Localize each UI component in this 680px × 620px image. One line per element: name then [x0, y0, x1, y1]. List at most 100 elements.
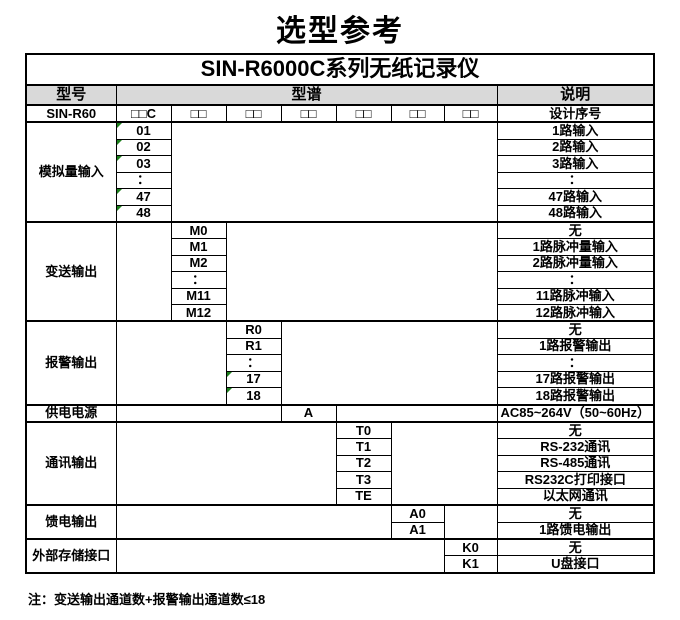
section-label: 通讯输出	[25, 421, 117, 506]
description-cell: RS232C打印接口	[496, 471, 655, 489]
code-cell: M11	[170, 287, 227, 306]
table-row: T1 RS-232通讯	[26, 438, 655, 456]
void-cell	[115, 320, 227, 406]
section-label: 供电电源	[25, 403, 117, 423]
table-row: M11 11路脉冲输入	[26, 287, 655, 306]
code-cell: K1	[443, 555, 498, 574]
table-row: 外部存储接口 K0 无	[25, 538, 655, 574]
code-cell: 47	[115, 188, 172, 206]
void-cell	[115, 538, 445, 574]
void-cell	[115, 504, 392, 540]
description-cell: RS-485通讯	[496, 454, 655, 473]
void-cell	[170, 121, 498, 223]
description-cell: 无	[496, 320, 655, 339]
table-title: SIN-R6000C系列无纸记录仪	[25, 53, 655, 86]
code-cell: R1	[225, 337, 282, 356]
code-cell: R0	[225, 320, 282, 339]
code-cell: K0	[443, 538, 498, 557]
table-row: 48 48路输入	[26, 204, 655, 223]
code-cell: TE	[335, 487, 392, 506]
description-cell: 12路脉冲输入	[496, 304, 655, 322]
table-row: M12 12路脉冲输入	[26, 304, 655, 322]
description-cell: 无	[496, 220, 655, 240]
table-row: T3 RS232C打印接口	[26, 471, 655, 489]
code-cell: 01	[115, 121, 172, 140]
table-row: 变送输出 M0 无	[25, 220, 655, 322]
description-cell: ：	[496, 354, 655, 372]
table-row: T2 RS-485通讯	[26, 454, 655, 473]
code-cell: ：	[115, 171, 172, 190]
void-cell	[115, 220, 172, 322]
table-row: M2 2路脉冲量输入	[26, 254, 655, 273]
section-label: 模拟量输入	[25, 121, 117, 223]
table-row: 供电电源 A AC85~264V（50~60Hz）	[25, 403, 655, 423]
description-cell: 11路脉冲输入	[496, 287, 655, 306]
column-header-description: 说明	[496, 84, 655, 106]
code-cell: T0	[335, 421, 392, 440]
spectrum-slot-cell: □□	[443, 104, 498, 123]
table-row: 报警输出 R0 无	[25, 320, 655, 406]
table-header-row: 型号 型谱 说明	[25, 84, 655, 106]
code-cell: 48	[115, 204, 172, 223]
void-cell	[115, 421, 337, 506]
description-cell: 1路脉冲量输入	[496, 238, 655, 256]
description-cell: 以太网通讯	[496, 487, 655, 506]
description-cell: 1路报警输出	[496, 337, 655, 356]
description-cell: 无	[496, 538, 655, 557]
void-cell	[115, 403, 282, 423]
selection-table: SIN-R6000C系列无纸记录仪 型号 型谱 说明 SIN-R60 □□C □…	[25, 53, 656, 574]
table-row: 馈电输出 A0 无	[25, 504, 655, 540]
void-cell	[225, 220, 498, 322]
spectrum-slot-cell: □□	[170, 104, 227, 123]
description-cell: 设计序号	[496, 104, 655, 123]
void-cell	[390, 421, 498, 506]
base-model-row: SIN-R60 □□C □□ □□ □□ □□ □□ □□ 设计序号	[25, 104, 655, 123]
description-cell: U盘接口	[496, 555, 655, 574]
model-base-cell: SIN-R60	[25, 104, 117, 123]
section-label: 报警输出	[25, 320, 117, 406]
table-row: 18 18路报警输出	[26, 387, 655, 406]
description-cell: 47路输入	[496, 188, 655, 206]
void-cell	[280, 320, 498, 406]
description-cell: 1路馈电输出	[496, 521, 655, 540]
description-cell: RS-232通讯	[496, 438, 655, 456]
table-row: 模拟量输入 01 1路输入	[25, 121, 655, 223]
table-row: 通讯输出 T0 无	[25, 421, 655, 506]
footnote: 注：变送输出通道数+报警输出通道数≤18	[28, 592, 266, 607]
description-cell: 48路输入	[496, 204, 655, 223]
spectrum-slot-cell: □□C	[115, 104, 172, 123]
table-title-row: SIN-R6000C系列无纸记录仪	[25, 53, 655, 86]
spectrum-slot-cell: □□	[335, 104, 392, 123]
spectrum-slot-cell: □□	[280, 104, 337, 123]
code-cell: M2	[170, 254, 227, 273]
code-cell: A	[280, 403, 337, 423]
code-cell: A0	[390, 504, 445, 523]
spectrum-slot-cell: □□	[390, 104, 445, 123]
code-cell: ：	[170, 271, 227, 289]
description-cell: 17路报警输出	[496, 370, 655, 389]
code-cell: M1	[170, 238, 227, 256]
void-cell	[443, 504, 498, 540]
code-cell: 02	[115, 138, 172, 157]
code-cell: T3	[335, 471, 392, 489]
table-row: 02 2路输入	[26, 138, 655, 157]
page-title: 选型参考	[276, 15, 404, 48]
code-cell: 18	[225, 387, 282, 406]
table-row: 17 17路报警输出	[26, 370, 655, 389]
code-cell: M12	[170, 304, 227, 322]
spectrum-slot-cell: □□	[225, 104, 282, 123]
description-cell: 2路脉冲量输入	[496, 254, 655, 273]
description-cell: 18路报警输出	[496, 387, 655, 406]
void-cell	[335, 403, 498, 423]
column-header-model: 型号	[25, 84, 117, 106]
description-cell: 2路输入	[496, 138, 655, 157]
section-label: 变送输出	[25, 220, 117, 322]
description-cell: 无	[496, 421, 655, 440]
table-row: 03 3路输入	[26, 155, 655, 173]
table-row: 47 47路输入	[26, 188, 655, 206]
code-cell: 17	[225, 370, 282, 389]
section-label: 馈电输出	[25, 504, 117, 540]
description-cell: AC85~264V（50~60Hz）	[496, 403, 655, 423]
description-cell: 1路输入	[496, 121, 655, 140]
